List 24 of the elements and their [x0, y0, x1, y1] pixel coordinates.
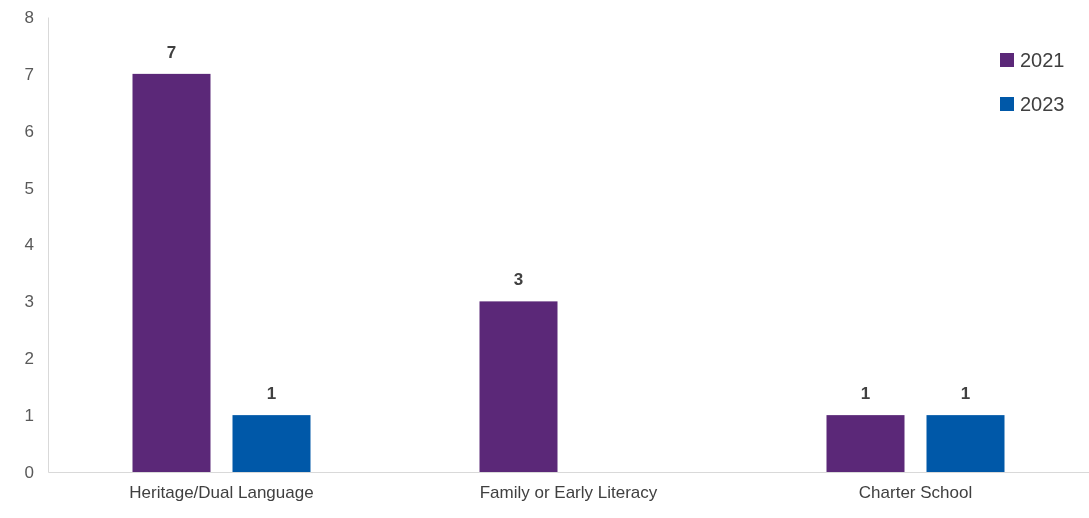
bar	[232, 415, 311, 472]
data-label: 1	[960, 384, 971, 404]
x-tick-label: Heritage/Dual Language	[129, 483, 314, 503]
y-tick-label: 6	[24, 121, 34, 141]
data-label: 1	[266, 384, 277, 404]
data-label: 1	[860, 384, 871, 404]
y-tick-label: 8	[24, 7, 34, 27]
legend-label: 2023	[1020, 93, 1065, 115]
bar	[926, 415, 1005, 472]
y-tick-label: 5	[24, 178, 34, 198]
data-label: 3	[513, 270, 524, 290]
y-tick-label: 0	[24, 462, 34, 482]
bar	[132, 73, 211, 472]
y-tick-label: 1	[24, 406, 34, 426]
x-tick-label: Family or Early Literacy	[479, 483, 658, 503]
y-tick-label: 2	[24, 349, 34, 369]
y-tick-label: 4	[24, 235, 34, 255]
legend-label: 2021	[1020, 49, 1065, 71]
bar	[479, 301, 558, 472]
y-tick-label: 7	[24, 64, 34, 84]
data-label: 7	[166, 42, 177, 62]
y-tick-label: 3	[24, 292, 34, 312]
bar	[826, 415, 905, 472]
x-tick-label: Charter School	[858, 483, 973, 503]
